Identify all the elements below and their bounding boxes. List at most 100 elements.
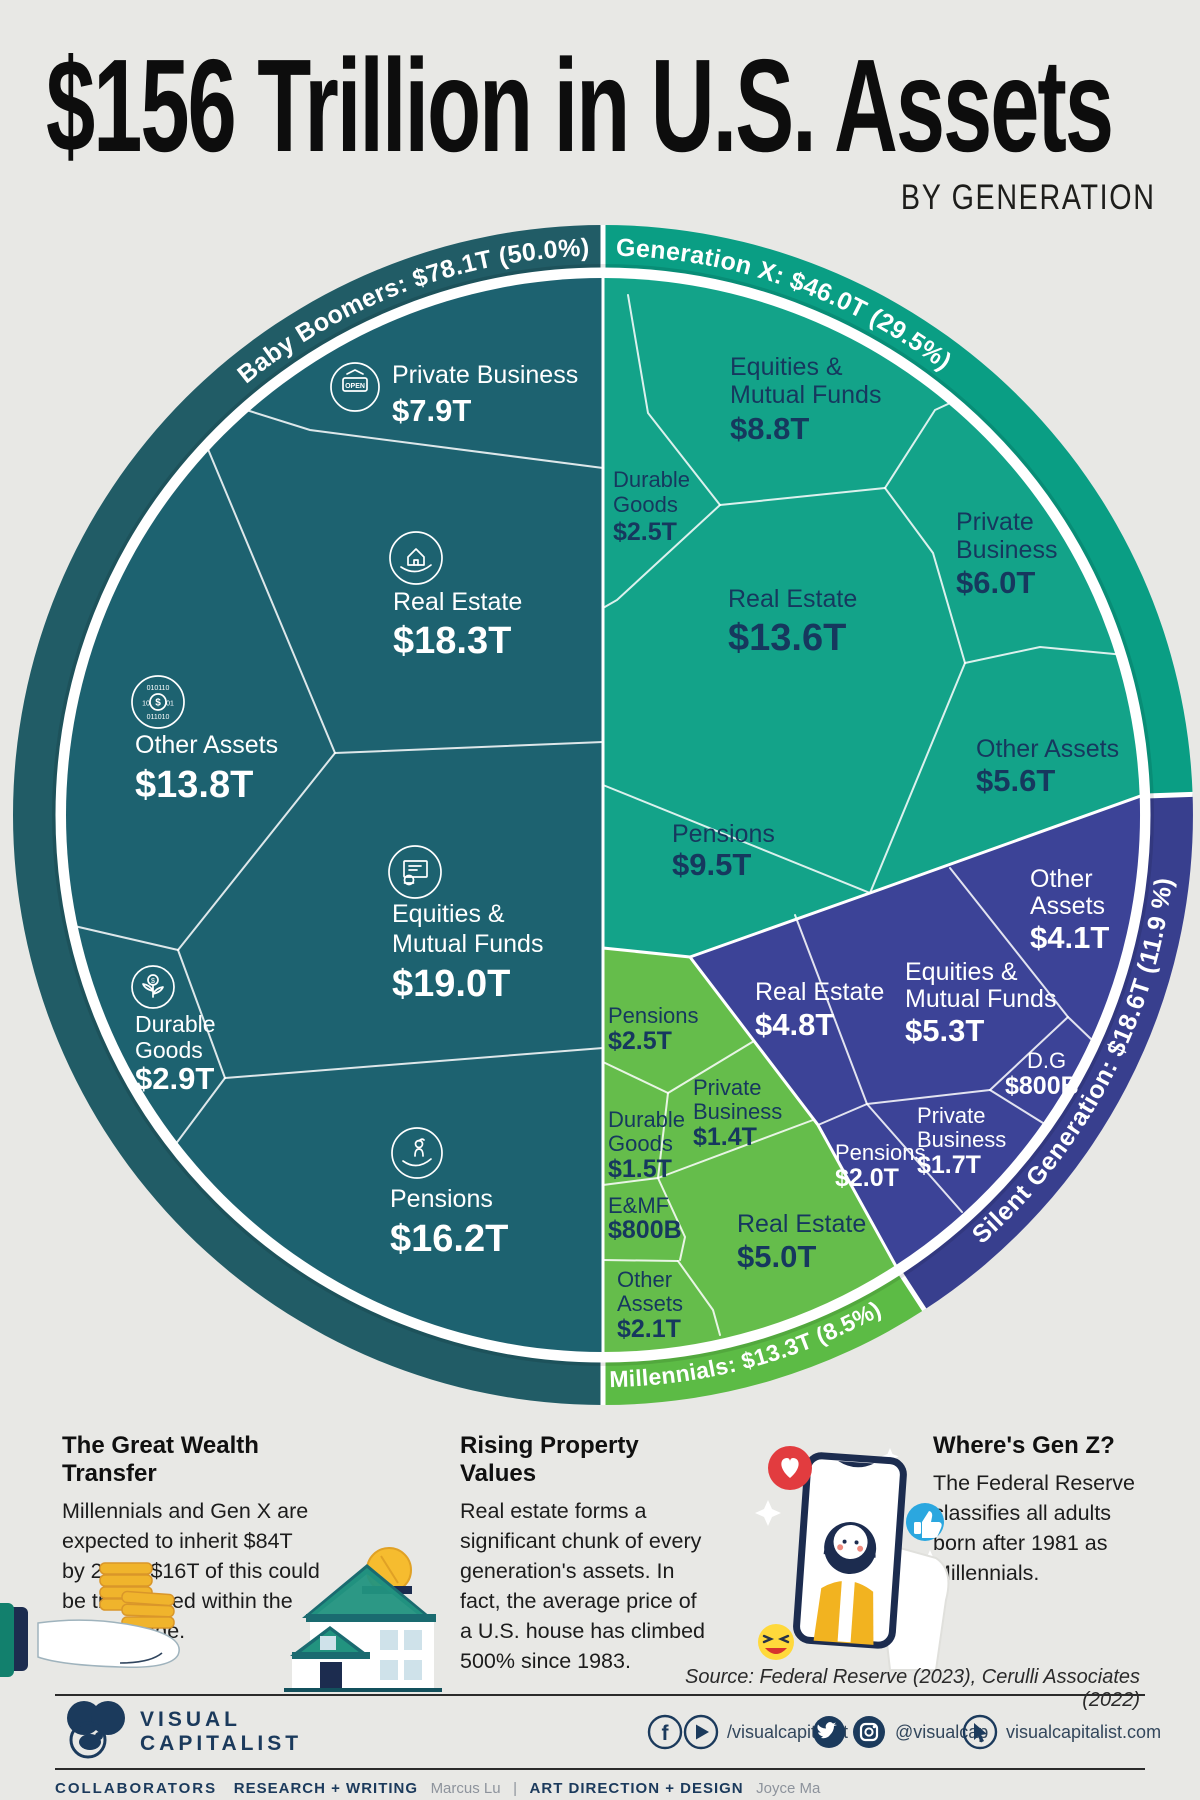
- equities-certificate-icon: [388, 845, 442, 899]
- band-silent-generation: [900, 794, 1193, 1310]
- twitter-icon[interactable]: [809, 1712, 849, 1752]
- youtube-icon[interactable]: [681, 1712, 721, 1752]
- gx-durable-goods-label-1: Durable: [613, 467, 690, 492]
- region-generation-x: [603, 278, 1140, 957]
- section-heading: Where's Gen Z?: [933, 1432, 1115, 1459]
- cell-lines-generation-x: [602, 294, 1126, 894]
- sg-equities-label-2: Mutual Funds: [905, 985, 1056, 1013]
- section-heading: The Great Wealth Transfer: [62, 1432, 259, 1487]
- svg-text:01: 01: [166, 701, 174, 708]
- hand-coins-illustration: [0, 1562, 180, 1677]
- gx-other-assets-label: Other Assets: [976, 735, 1119, 763]
- ml-durable-goods-label-1: Durable: [608, 1107, 685, 1132]
- gx-real-estate-label: Real Estate: [728, 585, 857, 613]
- bb-durable-goods-label-1: Durable: [135, 1011, 216, 1037]
- section-heading: Rising Property Values: [460, 1432, 639, 1487]
- private-business-open-sign-icon: OPEN: [330, 362, 380, 412]
- svg-text:010110: 010110: [147, 685, 170, 692]
- durable-goods-plant-coin-icon: $: [131, 965, 175, 1009]
- ml-emf-label: E&MF: [608, 1193, 669, 1218]
- sg-other-assets-value: $4.1T: [1030, 920, 1109, 955]
- svg-text:OPEN: OPEN: [345, 383, 365, 390]
- sg-private-business-value: $1.7T: [917, 1151, 981, 1179]
- sg-private-business-label-1: Private: [917, 1103, 985, 1128]
- laughing-emoji-icon: [758, 1624, 794, 1660]
- bb-pensions-label: Pensions: [390, 1185, 493, 1213]
- region-silent-generation: [690, 796, 1141, 1266]
- bb-durable-goods-label-2: Goods: [135, 1037, 203, 1063]
- collaborators-label: COLLABORATORS: [55, 1780, 218, 1797]
- credit-divider: |: [513, 1780, 518, 1797]
- open-hand-icon: [37, 1619, 180, 1668]
- sg-durable-goods-value: $800B: [1005, 1072, 1079, 1100]
- svg-text:f: f: [662, 1722, 670, 1745]
- ml-other-assets-label-1: Other: [617, 1267, 672, 1292]
- white-ring: [55, 267, 1151, 1363]
- real-estate-house-hand-icon: [389, 531, 443, 585]
- sg-durable-goods-label: D.G: [1027, 1048, 1066, 1073]
- cell-lines-millennials: [602, 1040, 814, 1336]
- website-link[interactable]: visualcapitalist.com: [1006, 1722, 1162, 1742]
- svg-text:011010: 011010: [147, 714, 170, 721]
- instagram-icon[interactable]: [849, 1712, 889, 1752]
- house-coin-illustration: [284, 1547, 442, 1692]
- gx-private-business-label-2: Business: [956, 536, 1057, 564]
- cell-lines-silent-generation: [794, 867, 1093, 1213]
- sg-other-assets-label-2: Assets: [1030, 892, 1105, 920]
- page-title: $156 Trillion in U.S. Assets: [46, 32, 1114, 179]
- footer-rule-top: [55, 1694, 1145, 1696]
- bb-real-estate-label: Real Estate: [393, 588, 522, 616]
- bb-equities-label-2: Mutual Funds: [392, 930, 543, 958]
- sg-pensions-label: Pensions: [835, 1140, 926, 1165]
- sg-real-estate-label: Real Estate: [755, 978, 884, 1006]
- credit-joyce-ma: Joyce Ma: [756, 1780, 821, 1797]
- bb-real-estate-value: $18.3T: [393, 620, 511, 662]
- sg-pensions-value: $2.0T: [835, 1164, 899, 1192]
- ml-private-business-value: $1.4T: [693, 1123, 757, 1151]
- bb-equities-label-1: Equities &: [392, 900, 505, 928]
- gen-z-phone-illustration: [755, 1446, 950, 1671]
- brand-line-1: VISUAL: [140, 1708, 242, 1731]
- ml-pensions-value: $2.5T: [608, 1027, 672, 1055]
- sg-other-assets-label-1: Other: [1030, 865, 1093, 893]
- ml-pensions-label: Pensions: [608, 1003, 699, 1028]
- source-note: Source: Federal Reserve (2023), Cerulli …: [684, 1666, 1140, 1711]
- gx-equities-value: $8.8T: [730, 411, 809, 446]
- heart-reaction-icon: [768, 1446, 812, 1490]
- ring-shadow: [52, 264, 1154, 1366]
- website-cursor-icon[interactable]: [960, 1712, 1000, 1752]
- collaborators-line: COLLABORATORS RESEARCH + WRITING Marcus …: [55, 1780, 1155, 1797]
- sg-private-business-label-2: Business: [917, 1127, 1006, 1152]
- brand-line-2: CAPITALIST: [140, 1732, 303, 1755]
- ml-private-business-label-2: Business: [693, 1099, 782, 1124]
- bb-durable-goods-value: $2.9T: [135, 1061, 214, 1096]
- house-icon: [284, 1547, 442, 1692]
- visual-capitalist-logo: [67, 1701, 125, 1759]
- gx-durable-goods-value: $2.5T: [613, 518, 677, 546]
- role-research-writing: RESEARCH + WRITING: [233, 1780, 419, 1797]
- sg-equities-label-1: Equities &: [905, 958, 1018, 986]
- region-millennials: [603, 948, 896, 1353]
- gx-private-business-label-1: Private: [956, 508, 1034, 536]
- boundary-genx-millennials: [601, 946, 692, 959]
- bb-private-business-value: $7.9T: [392, 393, 471, 428]
- section-property-values: Rising Property Values Real estate forms…: [460, 1432, 710, 1676]
- footer-rule-bottom: [55, 1768, 1145, 1770]
- svg-text:10: 10: [142, 701, 150, 708]
- role-art-direction: ART DIRECTION + DESIGN: [529, 1780, 744, 1797]
- ml-private-business-label-1: Private: [693, 1075, 761, 1100]
- ml-real-estate-label: Real Estate: [737, 1210, 866, 1238]
- page-subtitle: BY GENERATION: [901, 178, 1156, 217]
- pensions-person-hand-icon: [391, 1127, 443, 1179]
- gx-pensions-value: $9.5T: [672, 847, 751, 882]
- section-gen-z: Where's Gen Z? The Federal Reserve class…: [933, 1432, 1153, 1588]
- ml-durable-goods-label-2: Goods: [608, 1131, 673, 1156]
- facebook-icon[interactable]: f: [645, 1712, 685, 1752]
- region-baby-boomers: [66, 278, 603, 1352]
- ml-real-estate-value: $5.0T: [737, 1239, 816, 1274]
- bb-pensions-value: $16.2T: [390, 1218, 508, 1260]
- bb-other-assets-label: Other Assets: [135, 731, 278, 759]
- phone-icon: [793, 1452, 907, 1649]
- gx-private-business-value: $6.0T: [956, 565, 1035, 600]
- gx-real-estate-value: $13.6T: [728, 617, 846, 659]
